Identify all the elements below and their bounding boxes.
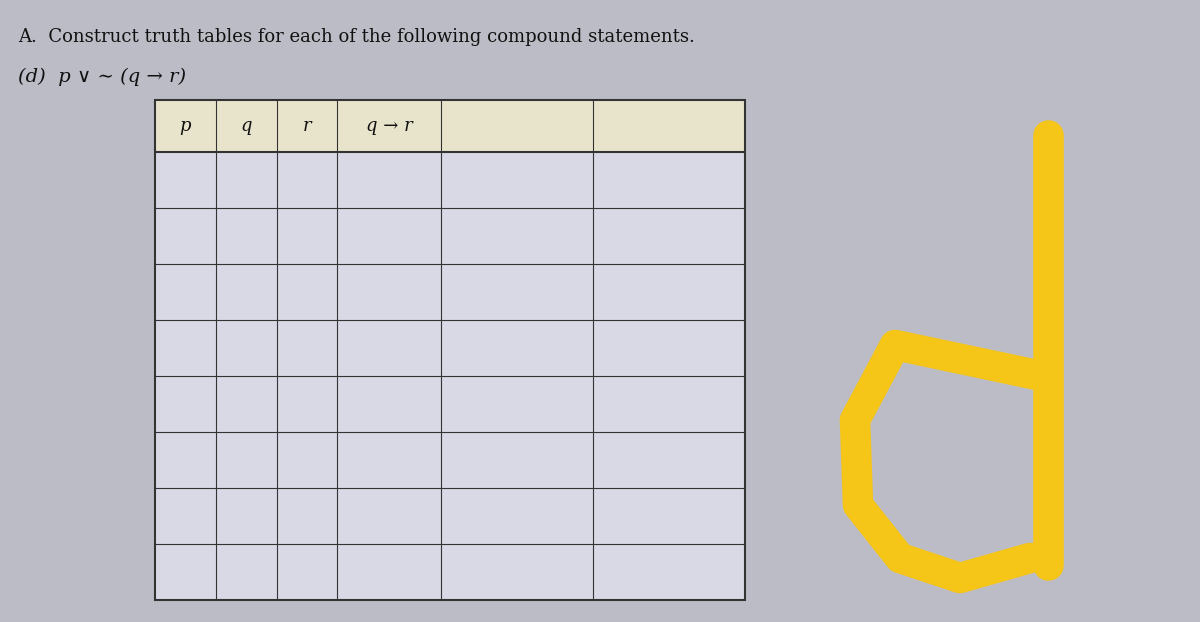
Text: A.  Construct truth tables for each of the following compound statements.: A. Construct truth tables for each of th… (18, 28, 695, 46)
Bar (155, 100, 745, 152)
Text: q: q (240, 117, 252, 135)
Text: p: p (180, 117, 191, 135)
Text: r: r (302, 117, 311, 135)
Bar (155, 100, 745, 600)
Bar (155, 152, 745, 600)
Text: (d)  p ∨ ∼ (q → r): (d) p ∨ ∼ (q → r) (18, 68, 186, 86)
Text: q → r: q → r (366, 117, 413, 135)
